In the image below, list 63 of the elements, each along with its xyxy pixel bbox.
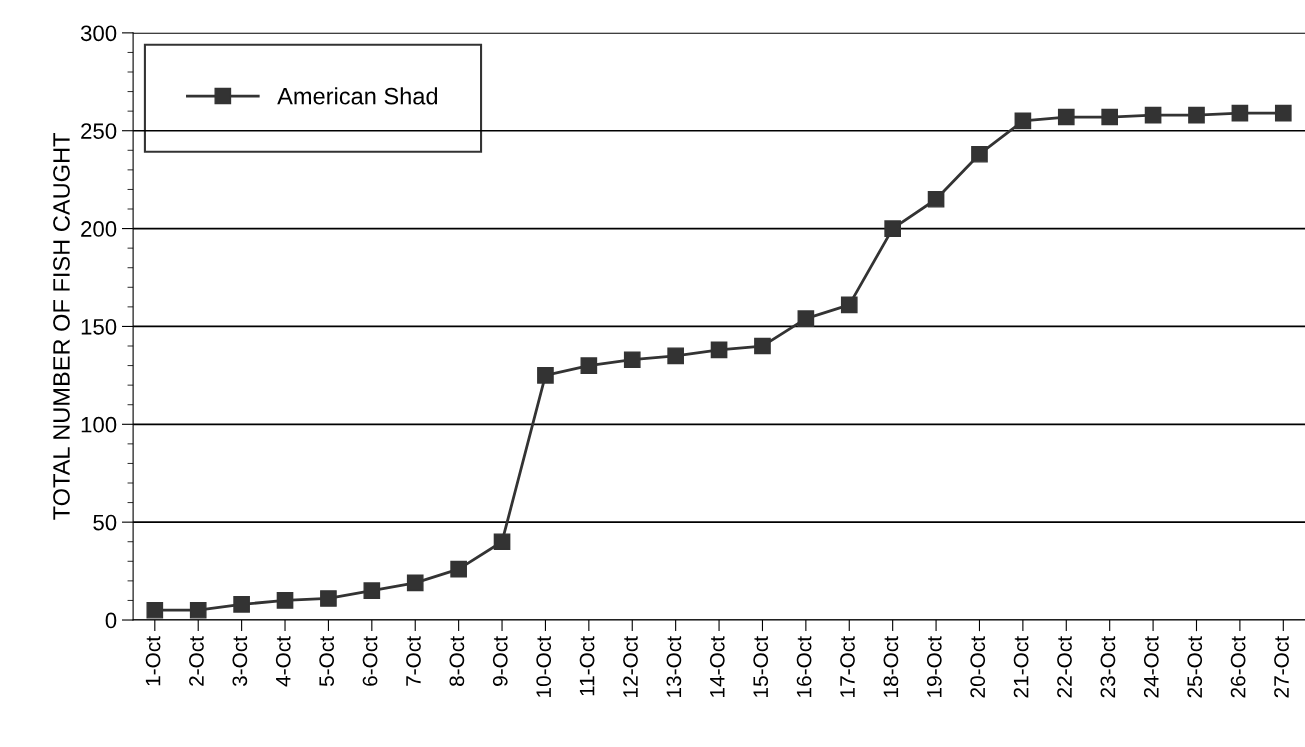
x-tick-label: 1-Oct (145, 636, 161, 686)
point (1101, 108, 1119, 126)
x-tick-label: 23-Oct (1100, 636, 1116, 698)
point (1188, 106, 1205, 124)
x-tick-label: 4-Oct (275, 636, 291, 687)
y-tick-label: 250 (81, 123, 117, 139)
x-tick-label: 5-Oct (319, 636, 335, 687)
point (667, 347, 684, 365)
point (537, 367, 554, 384)
y-axis-title: TOTAL NUMBER OF FISH CAUGHT (53, 133, 70, 520)
point (1144, 106, 1162, 124)
point (1014, 112, 1032, 130)
point (623, 351, 641, 369)
x-tick-label: 15-Oct (753, 636, 769, 697)
x-tick-label: 25-Oct (1187, 636, 1203, 698)
point (971, 145, 988, 163)
point (1231, 104, 1249, 122)
x-tick-label: 8-Oct (449, 636, 465, 687)
point (363, 582, 381, 599)
x-tick-label: 16-Oct (796, 636, 812, 697)
point (1057, 108, 1075, 126)
y-tick-label: 50 (93, 514, 117, 531)
x-tick-label: 20-Oct (970, 636, 986, 698)
point (797, 310, 815, 327)
x-tick-label: 11-Oct (579, 636, 595, 696)
point (320, 590, 337, 607)
point (493, 533, 511, 551)
x-tick-label: 17-Oct (840, 636, 855, 697)
x-tick-label: 24-Oct (1143, 636, 1159, 698)
point (276, 592, 294, 609)
y-tick-label: 150 (81, 318, 117, 335)
point (146, 601, 164, 619)
point (233, 596, 250, 613)
point (884, 220, 902, 237)
point (406, 574, 424, 592)
x-tick-label: 27-Oct (1274, 636, 1289, 698)
y-tick-label: 100 (81, 416, 117, 433)
point (1274, 104, 1292, 122)
x-tick-label: 26-Oct (1230, 636, 1246, 698)
x-tick-label: 21-Oct (1013, 636, 1029, 698)
point (189, 601, 207, 619)
point (840, 296, 858, 314)
x-tick-label: 2-Oct (189, 636, 204, 686)
legend-label: American Shad (277, 87, 438, 105)
x-tick-label: 14-Oct (709, 636, 725, 697)
x-tick-label: 18-Oct (883, 636, 899, 697)
point (754, 337, 771, 355)
y-tick-label: 200 (81, 221, 117, 237)
point (580, 357, 598, 374)
point (450, 560, 467, 578)
x-tick-label: 9-Oct (492, 636, 508, 686)
point (927, 190, 945, 208)
point (710, 341, 728, 359)
x-tick-label: 19-Oct (926, 636, 942, 697)
x-tick-label: 3-Oct (232, 636, 248, 687)
x-tick-label: 12-Oct (623, 636, 638, 697)
y-tick-label: 0 (105, 612, 117, 629)
x-tick-label: 22-Oct (1057, 636, 1072, 698)
x-tick-label: 6-Oct (362, 636, 378, 686)
x-tick-label: 7-Oct (406, 636, 421, 686)
x-tick-label: 13-Oct (666, 636, 682, 697)
x-tick-label: 10-Oct (536, 636, 552, 697)
y-tick-label: 300 (80, 25, 117, 42)
